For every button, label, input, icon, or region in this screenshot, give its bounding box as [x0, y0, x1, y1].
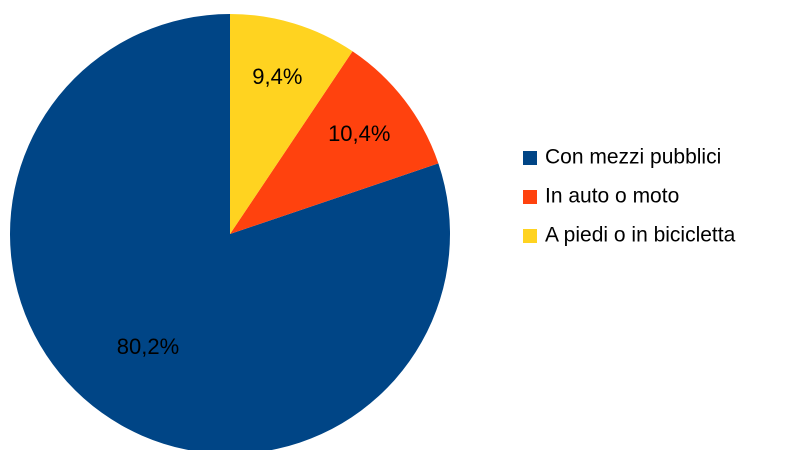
- data-label-in-auto-o-moto: 10,4%: [328, 121, 390, 146]
- legend-swatch: [523, 190, 537, 204]
- pie-slice-a-piedi-o-in-bicicletta: [230, 13, 353, 234]
- legend-item-a-piedi-o-in-bicicletta: A piedi o in bicicletta: [523, 224, 736, 247]
- pie-slice-in-auto-o-moto: [230, 51, 439, 234]
- legend: Con mezzi pubblici In auto o moto A piedi …: [523, 146, 736, 247]
- legend-swatch: [523, 151, 537, 165]
- pie-data-labels: 80,2% 10,4% 9,4%: [117, 64, 391, 359]
- legend-label: A piedi o in bicicletta: [545, 224, 736, 247]
- legend-label: In auto o moto: [545, 185, 679, 208]
- legend-item-con-mezzi-pubblici: Con mezzi pubblici: [523, 146, 721, 169]
- legend-label: Con mezzi pubblici: [545, 146, 721, 169]
- pie-slices: [9, 13, 451, 455]
- data-label-a-piedi-o-in-bicicletta: 9,4%: [252, 64, 302, 89]
- legend-item-in-auto-o-moto: In auto o moto: [523, 185, 679, 208]
- legend-swatch: [523, 229, 537, 243]
- pie-slice-con-mezzi-pubblici: [9, 14, 451, 455]
- data-label-con-mezzi-pubblici: 80,2%: [117, 334, 179, 359]
